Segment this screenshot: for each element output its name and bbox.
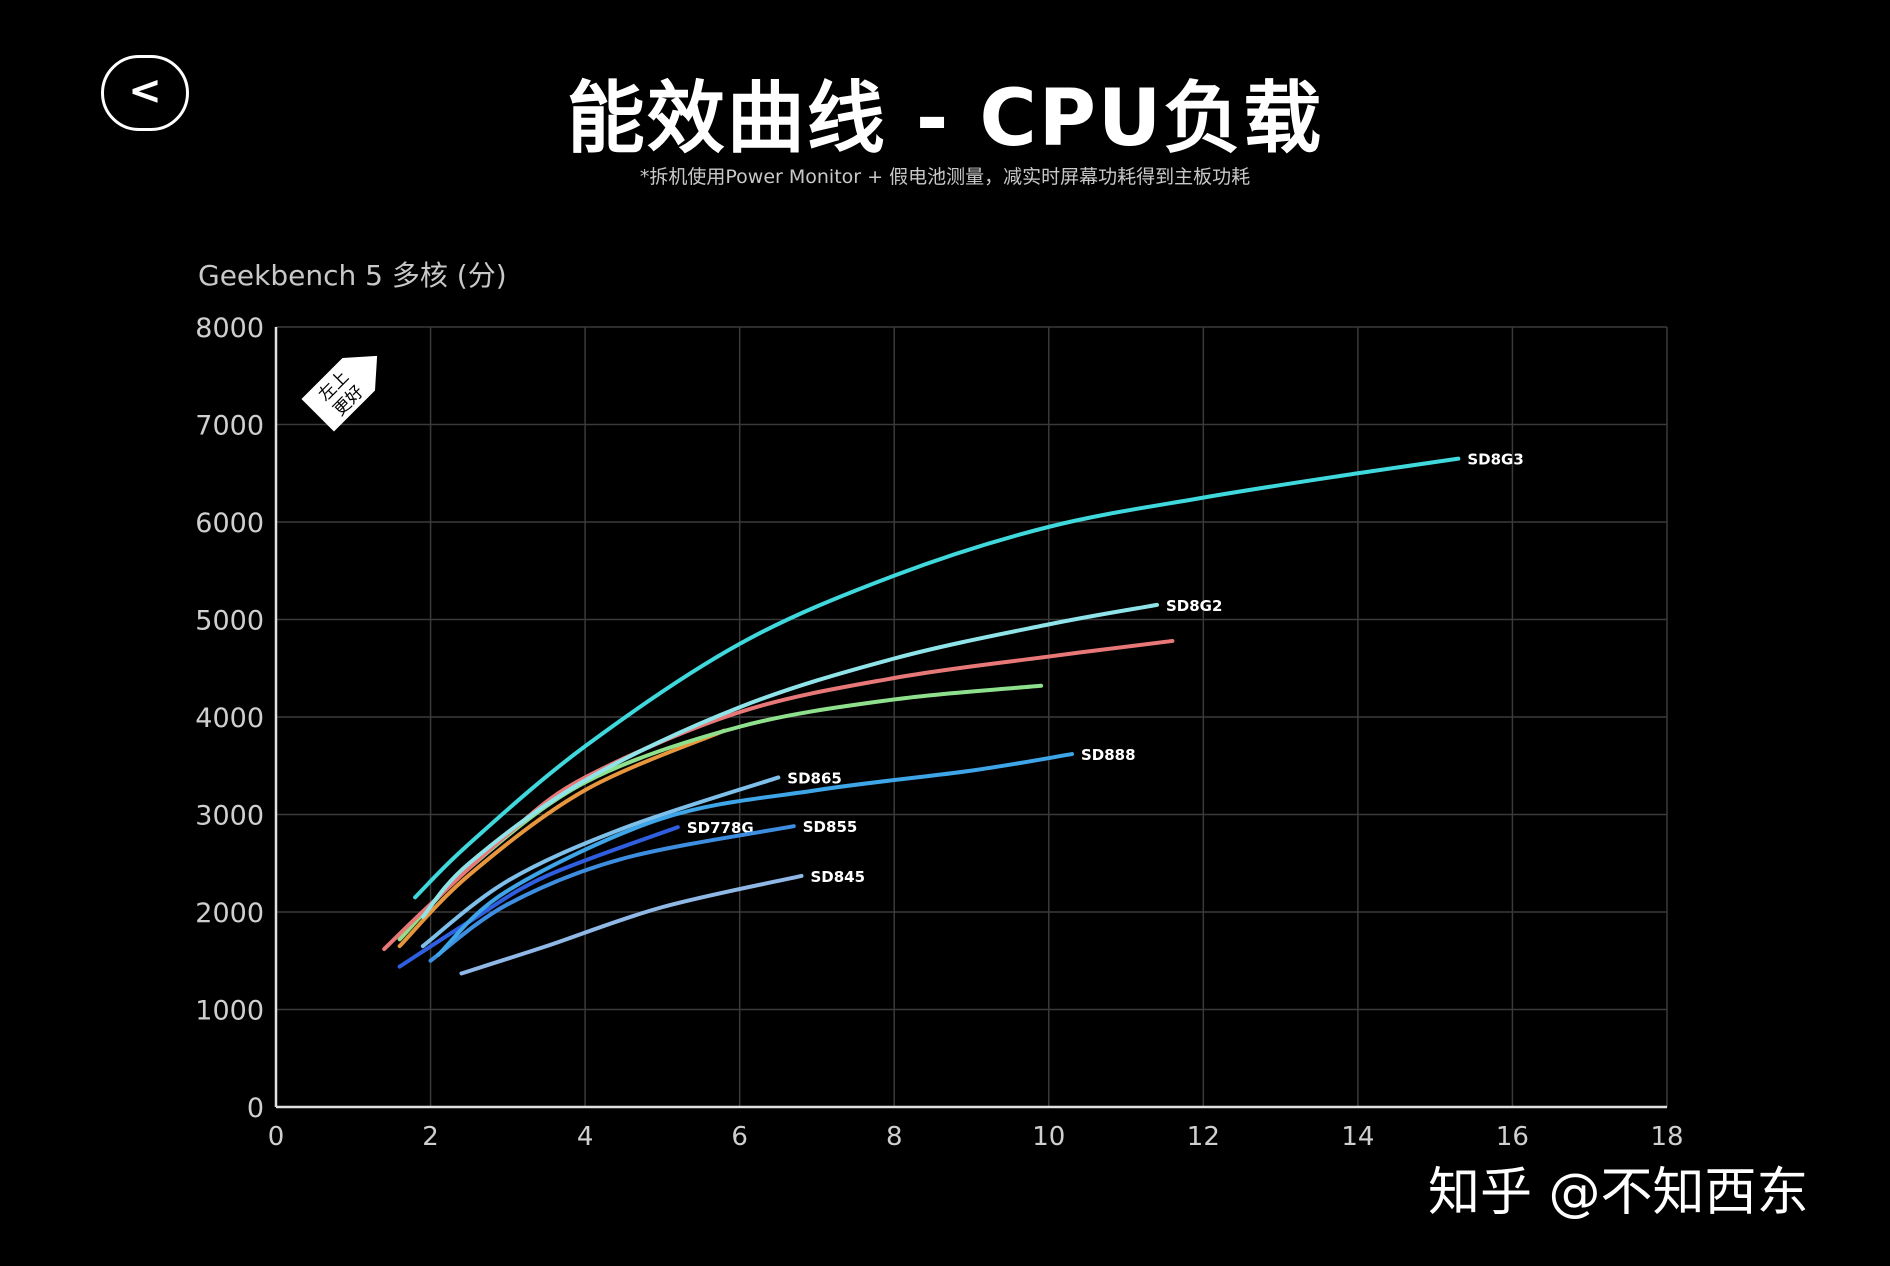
y-tick-label: 1000: [195, 996, 264, 1027]
back-button[interactable]: <: [101, 55, 189, 131]
series-line-sd778g: [397, 825, 680, 969]
y-tick-label: 7000: [195, 411, 264, 442]
series-line-unlabeled: [382, 638, 1175, 952]
series-label-sd8g2: SD8G2: [1166, 597, 1222, 615]
y-tick-label: 2000: [195, 898, 264, 929]
better-top-left-badge: 左上 更好: [301, 355, 378, 432]
series-line-sd855: [428, 824, 796, 963]
series-label-sd888: SD888: [1081, 746, 1136, 764]
y-tick-label: 8000: [195, 313, 264, 344]
series-line-sd865: [420, 775, 781, 949]
series-label-sd855: SD855: [803, 818, 858, 836]
grid: [274, 326, 1668, 1109]
x-tick-label: 8: [886, 1122, 903, 1152]
y-axis-label: Geekbench 5 多核 (分): [198, 259, 507, 292]
x-tick-label: 4: [577, 1122, 594, 1152]
y-tick-label: 5000: [195, 606, 264, 637]
x-tick-label: 0: [268, 1122, 285, 1152]
series-label-sd8g3: SD8G3: [1467, 451, 1523, 469]
x-tick-label: 16: [1496, 1122, 1529, 1152]
series-label-sd778g: SD778G: [687, 819, 754, 837]
y-tick-label: 0: [247, 1093, 264, 1124]
author-credit: 知乎 @不知西东: [1428, 1163, 1809, 1223]
y-tick-label: 3000: [195, 801, 264, 832]
x-tick-label: 18: [1650, 1122, 1683, 1152]
series-line-sd8g3: [413, 456, 1461, 900]
series-label-sd845: SD845: [810, 868, 865, 886]
x-tick-label: 6: [731, 1122, 748, 1152]
series-label-sd865: SD865: [787, 769, 842, 787]
page-subtitle: *拆机使用Power Monitor + 假电池测量，减实时屏幕功耗得到主板功耗: [639, 166, 1251, 188]
page-title: 能效曲线 - CPU负载: [566, 74, 1324, 164]
y-tick-label: 6000: [195, 508, 264, 539]
x-tick-label: 2: [422, 1122, 439, 1152]
x-tick-label: 10: [1032, 1122, 1065, 1152]
series-line-unlabeled: [397, 728, 727, 949]
series-line-sd888: [436, 752, 1074, 957]
back-chevron-icon: <: [128, 68, 162, 114]
x-tick-label: 14: [1341, 1122, 1374, 1152]
series-lines: SD845 SD778G SD855 SD865 SD888 SD8G2 SD8G3: [382, 451, 1524, 976]
series-line-sd8g2: [420, 602, 1159, 919]
series-line-unlabeled: [397, 683, 1044, 942]
y-tick-label: 4000: [195, 703, 264, 734]
x-tick-label: 12: [1187, 1122, 1220, 1152]
series-line-sd845: [459, 873, 804, 976]
axis-ticks: 0 2 4 6 8 10 12 14 16 18 0 1000 2000 3000 4000 5000 6000…: [195, 313, 1683, 1152]
